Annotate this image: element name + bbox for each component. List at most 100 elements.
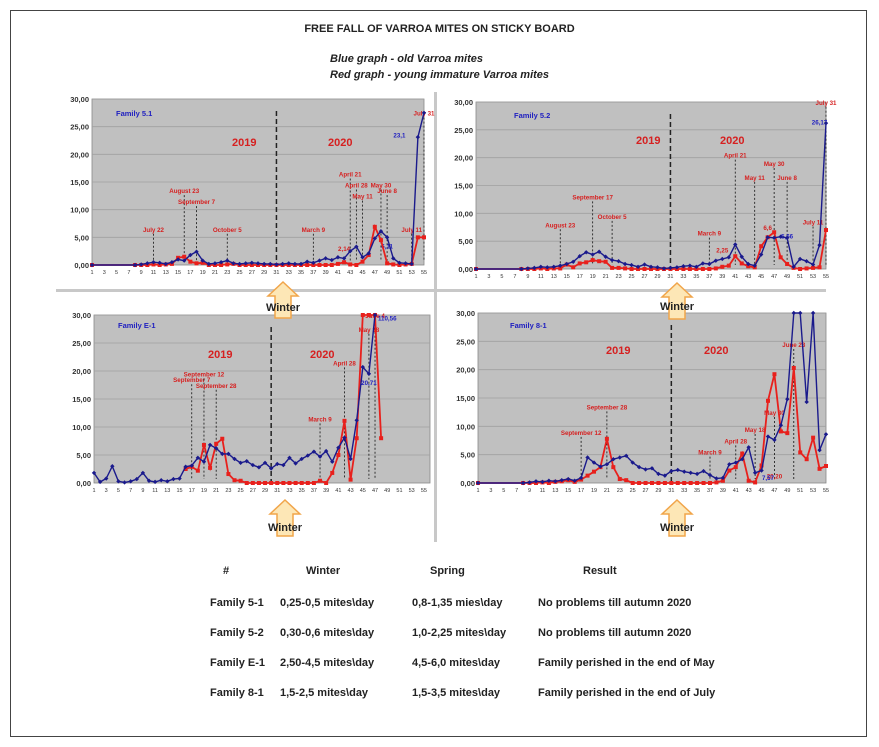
data-point-blue [415, 134, 421, 140]
data-point-blue [159, 478, 164, 483]
data-point-red [342, 260, 347, 265]
data-point-blue [305, 453, 311, 458]
y-tick-label: 0,00 [460, 479, 475, 488]
data-point-red [785, 261, 790, 266]
annotation-label: May 18 [745, 427, 766, 434]
data-point-red [739, 261, 744, 266]
annotation-label: March 9 [308, 416, 332, 423]
data-point-red [577, 261, 582, 266]
data-point-blue [104, 476, 109, 481]
data-point-blue [609, 257, 615, 263]
data-point-red [585, 473, 590, 478]
data-point-red [746, 478, 751, 483]
data-point-red [753, 480, 758, 485]
annotation-label: March 9 [698, 450, 722, 457]
data-point-red [617, 477, 622, 482]
data-point-blue [110, 464, 115, 469]
up-arrow-icon [660, 498, 694, 537]
data-point-red [759, 244, 764, 249]
data-point-red [791, 365, 796, 370]
annotation-label: August 23 [169, 188, 199, 195]
x-tick-label: 9 [526, 274, 529, 280]
data-point-red [151, 262, 156, 267]
data-point-blue [287, 455, 292, 460]
data-point-red [746, 264, 751, 269]
y-tick-label: 10,00 [454, 209, 473, 218]
data-point-red [311, 481, 316, 485]
data-point-red [244, 481, 249, 485]
y-tick-label: 20,00 [70, 150, 89, 159]
data-point-red [360, 313, 365, 317]
data-point-blue [720, 475, 726, 481]
y-tick-label: 30,00 [70, 95, 89, 104]
table-cell: Family E-1 [210, 657, 266, 669]
data-point-red [281, 481, 286, 485]
x-tick-label: 49 [384, 488, 390, 494]
data-point-blue [132, 262, 138, 268]
panel-divider-horizontal [56, 289, 826, 292]
annotation-label: July 31 [816, 100, 838, 107]
x-tick-label: 19 [591, 488, 597, 494]
data-point-blue [616, 259, 621, 264]
x-tick-label: 25 [628, 274, 634, 280]
data-point-red [604, 436, 609, 441]
data-point-red [688, 481, 693, 485]
data-point-blue [311, 449, 317, 454]
x-tick-label: 19 [590, 274, 596, 280]
data-point-blue [163, 261, 168, 267]
data-point-blue [585, 455, 590, 460]
data-point-red [584, 260, 589, 265]
x-tick-label: 11 [151, 270, 157, 276]
data-point-red [824, 228, 828, 233]
year-label: 2020 [720, 135, 744, 147]
data-point-blue [226, 451, 231, 457]
data-point-red [360, 259, 365, 264]
data-point-blue [765, 434, 771, 439]
data-point-red [256, 481, 261, 485]
data-point-red [378, 238, 383, 243]
x-tick-label: 1 [476, 488, 479, 494]
data-point-blue [797, 256, 803, 262]
x-tick-label: 7 [513, 274, 516, 280]
data-point-red [354, 263, 359, 267]
data-point-red [650, 481, 654, 485]
data-point-red [785, 431, 790, 436]
data-point-red [798, 450, 803, 455]
data-point-blue [577, 253, 582, 259]
year-label: 2019 [208, 349, 232, 361]
data-point-blue [138, 262, 144, 267]
data-point-red [624, 478, 629, 483]
annotation-label: April 21 [724, 153, 747, 160]
x-tick-label: 45 [359, 270, 365, 276]
data-point-blue [268, 466, 274, 471]
winter-label: Winter [268, 522, 303, 534]
data-point-red [649, 267, 653, 271]
y-tick-label: 25,00 [454, 126, 473, 135]
annotation-label: September 7 [178, 199, 216, 206]
data-point-blue [817, 447, 822, 453]
data-point-blue [629, 262, 634, 268]
data-point-red [220, 436, 225, 441]
data-point-blue [165, 479, 170, 484]
annotation-label: 20,20 [767, 473, 783, 480]
y-tick-label: 25,00 [456, 337, 475, 346]
x-tick-label: 5 [117, 488, 120, 494]
data-point-red [772, 230, 777, 235]
data-point-red [329, 263, 334, 267]
x-tick-label: 37 [707, 488, 713, 494]
data-point-red [372, 224, 377, 229]
annotation-label: 110,56 [378, 316, 397, 323]
data-point-blue [527, 480, 532, 485]
x-tick-label: 23 [224, 270, 230, 276]
data-point-blue [617, 455, 622, 460]
data-point-red [200, 260, 205, 265]
data-point-blue [354, 244, 359, 249]
data-point-red [330, 470, 335, 475]
x-tick-label: 19 [201, 488, 207, 494]
data-point-red [354, 436, 359, 441]
data-point-blue [304, 259, 310, 264]
data-point-red [630, 481, 635, 485]
x-tick-label: 5 [115, 270, 118, 276]
x-tick-label: 11 [538, 274, 544, 280]
data-point-red [571, 265, 576, 270]
